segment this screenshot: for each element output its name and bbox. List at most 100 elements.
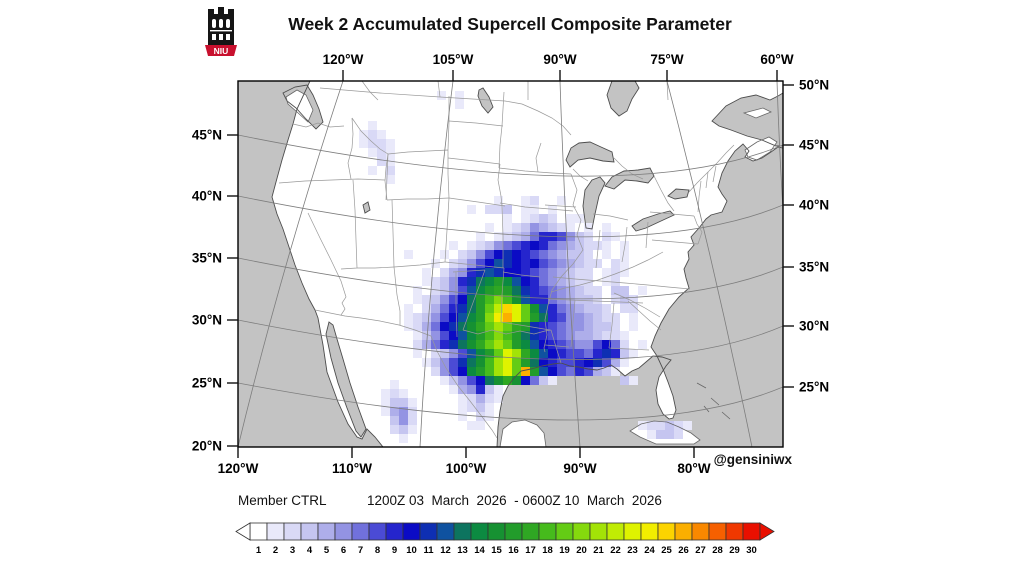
heatmap-cell xyxy=(548,313,557,322)
heatmap-cell xyxy=(503,340,512,349)
heatmap-cell xyxy=(575,340,584,349)
heatmap-cell xyxy=(566,322,575,331)
heatmap-cell xyxy=(422,358,431,367)
heatmap-cell xyxy=(494,250,503,259)
colorbar-cell xyxy=(640,522,659,541)
heatmap-cell xyxy=(575,295,584,304)
heatmap-cell xyxy=(368,148,377,157)
heatmap-cell xyxy=(494,367,503,376)
heatmap-cell xyxy=(512,259,521,268)
heatmap-cell xyxy=(512,304,521,313)
colorbar-cell xyxy=(436,522,455,541)
axis-tick-label: 75°W xyxy=(650,52,683,67)
heatmap-cell xyxy=(476,421,485,430)
heatmap-cell xyxy=(408,425,417,434)
heatmap-cell xyxy=(521,286,530,295)
heatmap-cell xyxy=(494,376,503,385)
heatmap-cell xyxy=(503,304,512,313)
heatmap-cell xyxy=(611,277,620,286)
heatmap-cell xyxy=(539,304,548,313)
colorbar-value: 11 xyxy=(423,545,434,556)
heatmap-cell xyxy=(431,367,440,376)
colorbar-value: 19 xyxy=(559,545,570,556)
heatmap-cell xyxy=(467,340,476,349)
heatmap-cell xyxy=(485,295,494,304)
colorbar-value: 12 xyxy=(440,545,451,556)
colorbar-arrow-right xyxy=(759,522,775,541)
axis-tick-label: 50°N xyxy=(799,78,829,93)
heatmap-cell xyxy=(620,241,629,250)
heatmap-cell xyxy=(476,322,485,331)
heatmap-cell xyxy=(539,241,548,250)
heatmap-cell xyxy=(494,322,503,331)
axis-tick-label: 105°W xyxy=(433,52,474,67)
heatmap-cell xyxy=(503,349,512,358)
heatmap-cell xyxy=(548,358,557,367)
heatmap-cell xyxy=(530,349,539,358)
heatmap-cell xyxy=(566,331,575,340)
colorbar-value: 8 xyxy=(375,545,380,556)
heatmap-cell xyxy=(503,358,512,367)
heatmap-cell xyxy=(566,241,575,250)
heatmap-cell xyxy=(485,313,494,322)
heatmap-cell xyxy=(512,277,521,286)
heatmap-cell xyxy=(557,259,566,268)
heatmap-cell xyxy=(449,376,458,385)
heatmap-cell xyxy=(557,241,566,250)
heatmap-cell xyxy=(566,295,575,304)
heatmap-cell xyxy=(404,304,413,313)
colorbar-value: 1 xyxy=(256,545,262,556)
axis-tick-label: 30°N xyxy=(192,313,222,328)
colorbar: 1 2 3 4 5 6 7 8 9 10 11 12 13 14 15 16 17 18 19 20 21 22 23 24 2… xyxy=(235,522,775,556)
heatmap-cell xyxy=(440,376,449,385)
heatmap-cell xyxy=(539,250,548,259)
heatmap-cell xyxy=(575,304,584,313)
heatmap-cell xyxy=(566,223,575,232)
heatmap-cell xyxy=(422,304,431,313)
heatmap-cell xyxy=(503,277,512,286)
heatmap-cell xyxy=(390,380,399,389)
colorbar-cell xyxy=(589,522,608,541)
heatmap-cell xyxy=(557,322,566,331)
colorbar-value: 17 xyxy=(525,545,536,556)
axis-tick-label: 45°N xyxy=(799,138,829,153)
graticule xyxy=(238,81,783,447)
heatmap-cell xyxy=(399,398,408,407)
heatmap-cell xyxy=(557,268,566,277)
heatmap-cell xyxy=(458,367,467,376)
heatmap-cell xyxy=(638,340,647,349)
colorbar-cell xyxy=(283,522,302,541)
heatmap-cell xyxy=(620,304,629,313)
heatmap-cell xyxy=(476,403,485,412)
heatmap-cell xyxy=(476,340,485,349)
heatmap-cell xyxy=(467,367,476,376)
heatmap-cell xyxy=(584,250,593,259)
heatmap-cell xyxy=(512,331,521,340)
heatmap-cell xyxy=(539,367,548,376)
axis-tick-label: 110°W xyxy=(332,461,372,476)
colorbar-cell xyxy=(334,522,353,541)
heatmap-cell xyxy=(467,385,476,394)
heatmap-cell xyxy=(521,205,530,214)
heatmap-cell xyxy=(458,322,467,331)
heatmap-cell xyxy=(467,376,476,385)
axis-top: 120°W 105°W 90°W 75°W 60°W xyxy=(323,52,794,81)
heatmap-cell xyxy=(548,349,557,358)
heatmap-cell xyxy=(584,367,593,376)
heatmap-cell xyxy=(530,331,539,340)
colorbar-value: 16 xyxy=(508,545,519,556)
heatmap-cell xyxy=(584,295,593,304)
colorbar-value: 14 xyxy=(474,545,485,556)
heatmap-cell xyxy=(440,322,449,331)
axis-tick-label: 45°N xyxy=(192,128,222,143)
heatmap-cell xyxy=(584,304,593,313)
heatmap-cell xyxy=(566,250,575,259)
heatmap-cell xyxy=(458,349,467,358)
heatmap-cell xyxy=(557,367,566,376)
heatmap-cell xyxy=(566,268,575,277)
heatmap-cell xyxy=(494,196,503,205)
heatmap-cell xyxy=(593,367,602,376)
heatmap-cell xyxy=(512,223,521,232)
colorbar-cell xyxy=(725,522,744,541)
